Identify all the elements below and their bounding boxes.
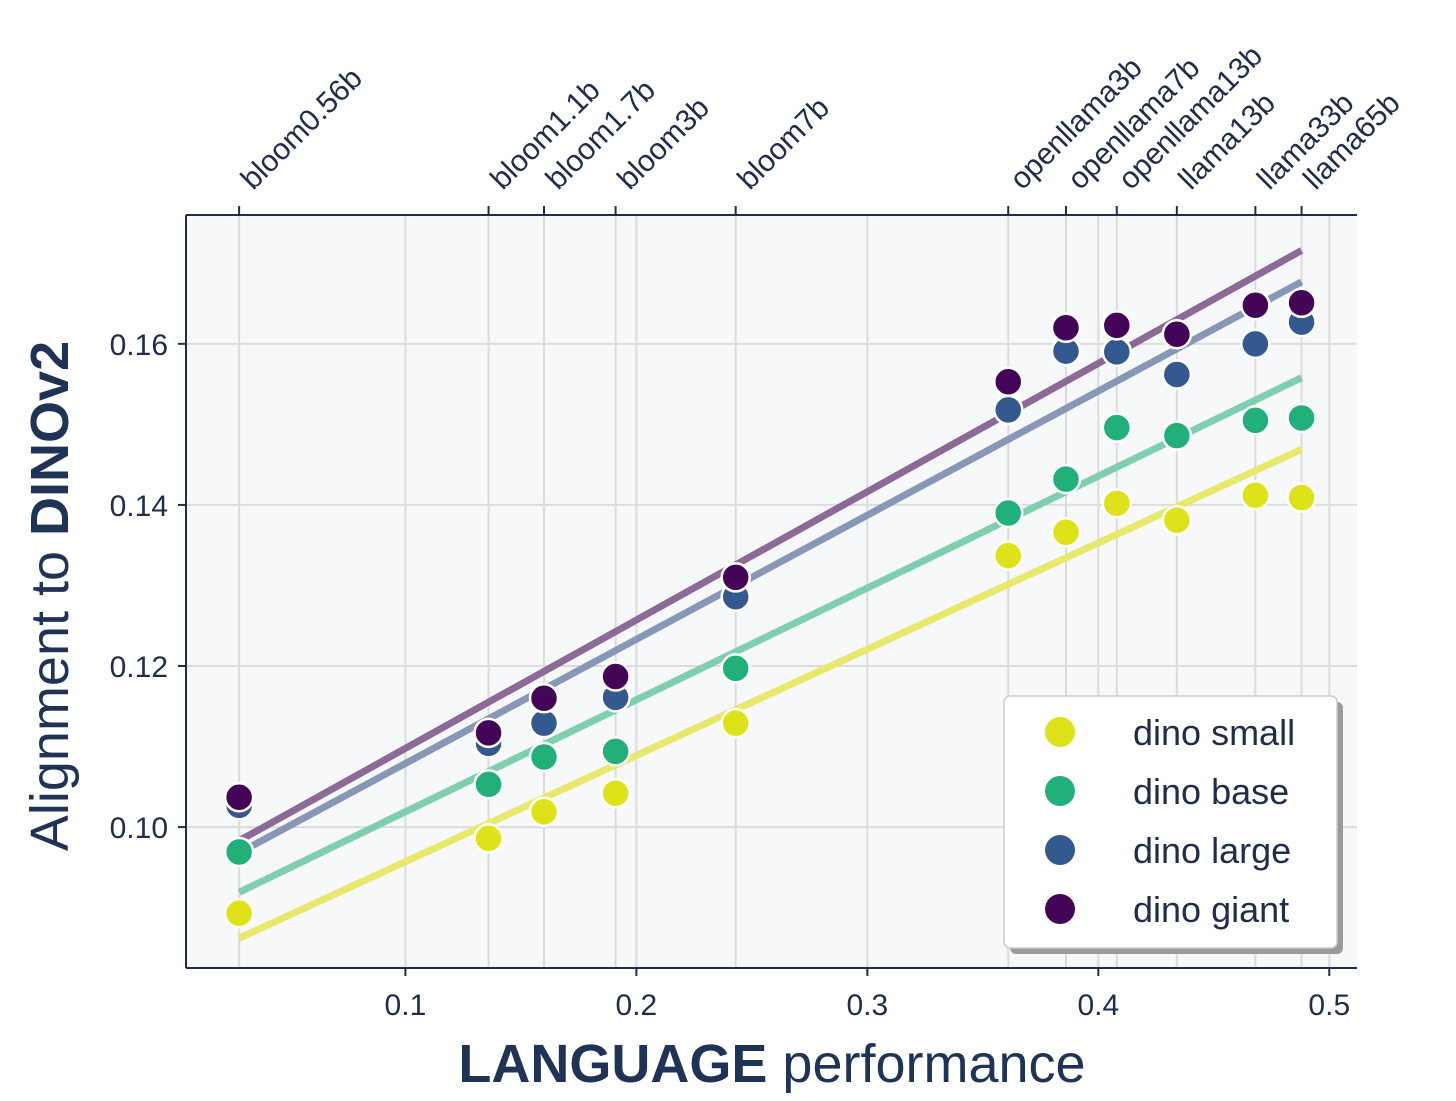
legend-marker [1045,776,1075,806]
data-point [1240,328,1271,360]
legend-label: dino giant [1133,889,1289,930]
legend-label: dino small [1133,712,1295,753]
y-tick-label: 0.14 [110,490,168,523]
data-point [528,741,560,773]
model-label: bloom7b [731,91,836,196]
data-point [992,394,1024,426]
model-label: bloom0.56b [235,62,369,196]
x-tick-label: 0.2 [616,989,658,1022]
data-point [1161,420,1193,451]
data-point [1240,405,1271,436]
data-point [1101,336,1133,368]
data-point [992,366,1024,397]
data-point [528,796,560,828]
data-point [992,497,1024,529]
data-point [1050,463,1082,495]
data-point [720,562,751,593]
data-point [1101,412,1133,443]
data-point [1161,504,1193,536]
data-point [473,769,504,800]
data-point [223,836,255,868]
x-tick-label: 0.5 [1308,989,1350,1022]
axes [178,206,1357,976]
data-point [600,736,631,767]
data-point [600,661,631,692]
y-tick-label: 0.12 [110,651,168,684]
legend-label: dino large [1133,830,1291,871]
x-tick-label: 0.1 [385,989,427,1022]
x-tick-label: 0.3 [846,989,888,1022]
data-point [1240,289,1271,321]
data-point [473,717,504,749]
data-point [473,823,504,854]
x-tick-label: 0.4 [1077,989,1119,1022]
data-point [600,777,631,809]
legend-label: dino base [1133,771,1289,812]
data-point [1050,312,1082,343]
x-axis-title: LANGUAGE performance [458,1034,1085,1094]
fit-line [237,446,1304,942]
y-tick-labels: 0.10 0.12 0.14 0.16 [110,329,168,845]
y-tick-label: 0.10 [110,812,168,845]
data-point [1240,480,1271,511]
data-point [1161,318,1193,350]
y-tick-label: 0.16 [110,329,168,362]
data-point [992,540,1024,571]
data-point [1286,402,1317,434]
data-point [720,707,751,739]
data-point [223,782,255,813]
legend-box [1003,695,1338,949]
data-point [1286,287,1317,319]
data-point [1161,359,1193,390]
legend-marker [1045,894,1075,924]
legend: dino small dino base dino large dino giant [1003,695,1343,954]
data-point [1286,482,1317,513]
data-point [1101,488,1133,519]
data-point [1050,517,1082,548]
legend-marker [1045,835,1075,865]
data-point [223,897,255,929]
x-tick-labels: 0.1 0.2 0.3 0.4 0.5 [385,989,1351,1022]
data-point [720,653,751,684]
data-points [223,287,1317,929]
data-point [1101,310,1133,341]
fit-line [237,374,1304,896]
y-axis-title: Alignment to DINOv2 [20,341,80,851]
legend-marker [1045,717,1075,747]
fit-line [237,278,1304,856]
data-point [528,682,560,714]
